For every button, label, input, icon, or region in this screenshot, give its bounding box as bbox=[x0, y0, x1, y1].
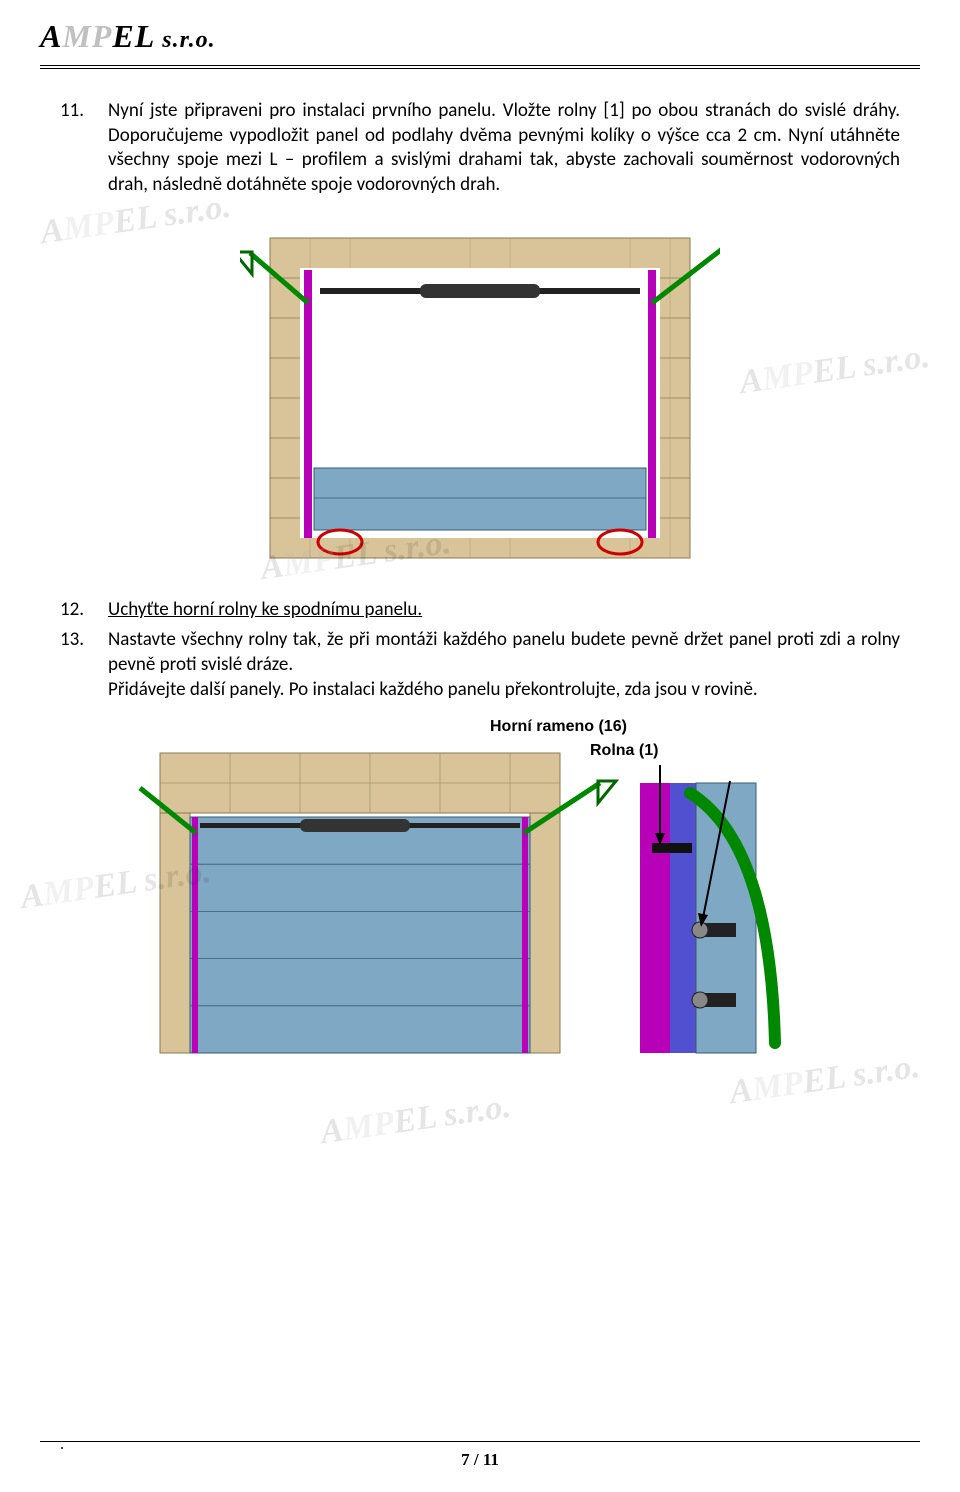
item-text: Nastavte všechny rolny tak, že při montá… bbox=[108, 628, 900, 702]
logo: AMPEL s.r.o. bbox=[40, 18, 920, 55]
page-header: AMPEL s.r.o. bbox=[0, 0, 960, 61]
list-item-12: 12. Uchyťte horní rolny ke spodnímu pane… bbox=[60, 598, 900, 623]
item-text-p1: Nastavte všechny rolny tak, že při montá… bbox=[108, 628, 900, 676]
logo-sro: s.r.o. bbox=[155, 27, 215, 53]
item-text: Nyní jste připraveni pro instalaci první… bbox=[108, 99, 900, 198]
figure-2: Horní rameno (16) Rolna (1) AMPEL s.r.o.… bbox=[60, 723, 900, 1083]
item-text: Uchyťte horní rolny ke spodnímu panelu. bbox=[108, 598, 900, 623]
page-number: 7 / 11 bbox=[0, 1450, 960, 1470]
content: 11. Nyní jste připraveni pro instalaci p… bbox=[0, 69, 960, 1083]
item-number: 12. bbox=[60, 598, 108, 623]
callout-horni-rameno: Horní rameno (16) bbox=[490, 717, 627, 738]
logo-el: EL bbox=[112, 18, 155, 54]
figure-1: AMPEL s.r.o. AMPEL s.r.o. AMPEL s.r.o. bbox=[60, 228, 900, 568]
item-text-p2: Přidávejte další panely. Po instalaci ka… bbox=[108, 678, 758, 701]
logo-mp: MP bbox=[62, 18, 112, 54]
logo-a: A bbox=[40, 18, 62, 54]
item-number: 13. bbox=[60, 628, 108, 702]
list-item-13: 13. Nastavte všechny rolny tak, že při m… bbox=[60, 628, 900, 702]
watermark: AMPEL s.r.o. bbox=[736, 335, 932, 405]
callout-rolna: Rolna (1) bbox=[590, 741, 658, 762]
footer-rule bbox=[40, 1441, 920, 1442]
watermark: AMPEL s.r.o. bbox=[318, 1085, 514, 1155]
diagram-2 bbox=[130, 723, 830, 1083]
list-item-11: 11. Nyní jste připraveni pro instalaci p… bbox=[60, 99, 900, 198]
diagram-1 bbox=[240, 228, 720, 568]
item-number: 11. bbox=[60, 99, 108, 198]
